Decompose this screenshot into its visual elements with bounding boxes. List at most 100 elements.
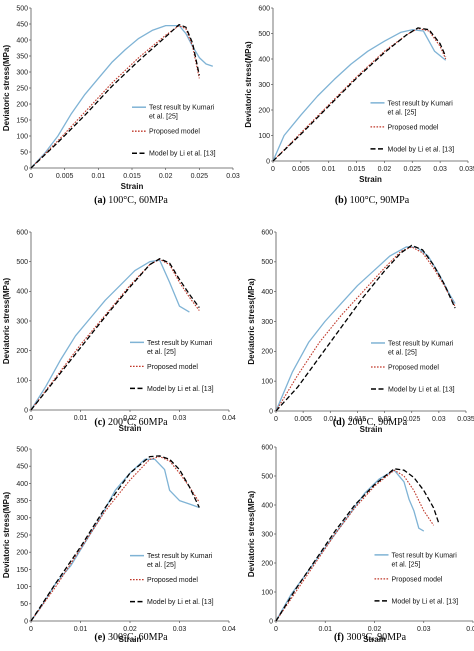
y-tick-label: 200	[16, 348, 28, 355]
x-axis-label: Strain	[363, 635, 386, 644]
y-tick-label: 600	[258, 5, 270, 12]
x-axis-label: Strain	[119, 424, 142, 433]
x-tick-label: 0.005	[56, 173, 74, 180]
y-tick-label: 600	[261, 229, 273, 236]
y-tick-label: 400	[258, 56, 270, 63]
y-tick-label: 100	[261, 589, 273, 596]
chart-panel-5: 0 50 100 150 200 250 300 350 400 450 500 0 0.01 0.02 0…	[2, 446, 236, 644]
legend-label-li: Model by Li et al. [13]	[147, 386, 214, 393]
panel-caption: (c) 200°C, 60MPa	[94, 417, 168, 428]
chart-panel-1: 0 50 100 150 200 250 300 350 400 450 500 0 0.005 0.01…	[2, 5, 240, 206]
panel-caption: (d) 200°C, 90MPa	[333, 417, 408, 428]
y-tick-label: 350	[16, 53, 28, 60]
y-tick-label: 500	[261, 473, 273, 480]
y-tick-label: 250	[16, 85, 28, 92]
y-tick-label: 200	[16, 550, 28, 557]
series-line-test	[30, 458, 200, 622]
x-tick-label: 0.025	[403, 416, 421, 423]
y-axis-label: Deviatoric stress(MPa)	[247, 491, 256, 578]
x-tick-label: 0	[274, 626, 278, 633]
x-tick-label: 0.01	[74, 626, 88, 633]
series-line-li	[30, 455, 200, 622]
series-line-proposed	[275, 246, 456, 412]
y-tick-label: 400	[261, 289, 273, 296]
y-tick-label: 300	[258, 82, 270, 89]
x-tick-label: 0.025	[404, 166, 422, 173]
y-tick-label: 100	[16, 584, 28, 591]
x-tick-label: 0.01	[318, 626, 332, 633]
series-line-li	[272, 27, 447, 162]
y-tick-label: 400	[16, 481, 28, 488]
x-tick-label: 0.03	[173, 626, 187, 633]
series-line-li	[30, 23, 200, 169]
y-tick-label: 450	[16, 464, 28, 471]
x-tick-label: 0.015	[348, 166, 366, 173]
x-tick-label: 0.02	[123, 415, 137, 422]
chart-panel-2: 0 100 200 300 400 500 600 0 0.005 0.01 0.015 0.02 0.…	[244, 5, 474, 206]
legend-label-test: Test result by Kumari et al. [25]	[388, 340, 454, 356]
y-tick-label: 200	[261, 349, 273, 356]
series-line-proposed	[272, 27, 447, 162]
x-tick-label: 0.025	[191, 173, 209, 180]
x-tick-label: 0.04	[466, 626, 474, 633]
x-tick-label: 0.02	[378, 166, 392, 173]
y-tick-label: 100	[261, 379, 273, 386]
x-tick-label: 0.005	[294, 416, 312, 423]
x-tick-label: 0	[274, 416, 278, 423]
y-tick-label: 150	[16, 567, 28, 574]
legend-label-test: Test result by Kumari et al. [25]	[147, 553, 213, 569]
y-tick-label: 300	[16, 69, 28, 76]
panel-caption: (e) 300°C, 60MPa	[94, 632, 168, 643]
x-tick-label: 0.01	[322, 166, 336, 173]
legend-label-li: Model by Li et al. [13]	[388, 146, 455, 153]
series-line-test	[275, 469, 425, 622]
x-tick-label: 0.035	[457, 416, 474, 423]
x-tick-label: 0	[29, 415, 33, 422]
legend-label-proposed: Proposed model	[392, 576, 443, 583]
y-tick-label: 200	[261, 560, 273, 567]
y-tick-label: 300	[16, 515, 28, 522]
x-tick-label: 0.03	[433, 166, 447, 173]
series-line-li	[30, 258, 200, 411]
y-tick-label: 400	[16, 289, 28, 296]
y-tick-label: 50	[20, 149, 28, 156]
y-tick-label: 200	[258, 107, 270, 114]
x-tick-label: 0.03	[173, 415, 187, 422]
y-tick-label: 150	[16, 117, 28, 124]
x-axis-label: Strain	[360, 425, 383, 434]
series-line-li	[275, 244, 456, 412]
x-tick-label: 0.02	[123, 626, 137, 633]
y-tick-label: 100	[16, 133, 28, 140]
y-tick-label: 500	[258, 31, 270, 38]
y-axis-label: Deviatoric stress(MPa)	[244, 41, 253, 128]
x-tick-label: 0	[29, 173, 33, 180]
x-tick-label: 0.04	[222, 626, 236, 633]
y-tick-label: 500	[16, 5, 28, 12]
y-tick-label: 250	[16, 532, 28, 539]
y-tick-label: 300	[261, 531, 273, 538]
chart-panel-4: 0 100 200 300 400 500 600 0 0.005 0.01 0.015 0.02 0.…	[247, 229, 474, 434]
y-tick-label: 100	[258, 133, 270, 140]
x-tick-label: 0.02	[159, 173, 173, 180]
x-tick-label: 0	[271, 166, 275, 173]
x-tick-label: 0.03	[417, 626, 431, 633]
x-tick-label: 0.01	[74, 415, 88, 422]
legend: Test result by Kumari et al. [25] Proposed…	[130, 340, 214, 393]
x-tick-label: 0.02	[368, 626, 382, 633]
legend-label-li: Model by Li et al. [13]	[149, 151, 216, 158]
y-tick-label: 0	[269, 408, 273, 415]
y-tick-label: 400	[16, 37, 28, 44]
y-tick-label: 300	[261, 319, 273, 326]
x-tick-label: 0.015	[123, 173, 141, 180]
y-tick-label: 400	[261, 502, 273, 509]
legend: Test result by Kumari et al. [25] Proposed…	[132, 105, 216, 158]
y-axis-label: Deviatoric stress(MPa)	[2, 278, 11, 365]
legend-label-li: Model by Li et al. [13]	[388, 386, 455, 393]
legend-label-proposed: Proposed model	[147, 364, 198, 371]
y-tick-label: 600	[16, 229, 28, 236]
series-line-proposed	[30, 456, 200, 622]
y-tick-label: 0	[24, 618, 28, 625]
legend-label-test: Test result by Kumari et al. [25]	[392, 552, 458, 568]
legend-label-li: Model by Li et al. [13]	[147, 599, 214, 606]
